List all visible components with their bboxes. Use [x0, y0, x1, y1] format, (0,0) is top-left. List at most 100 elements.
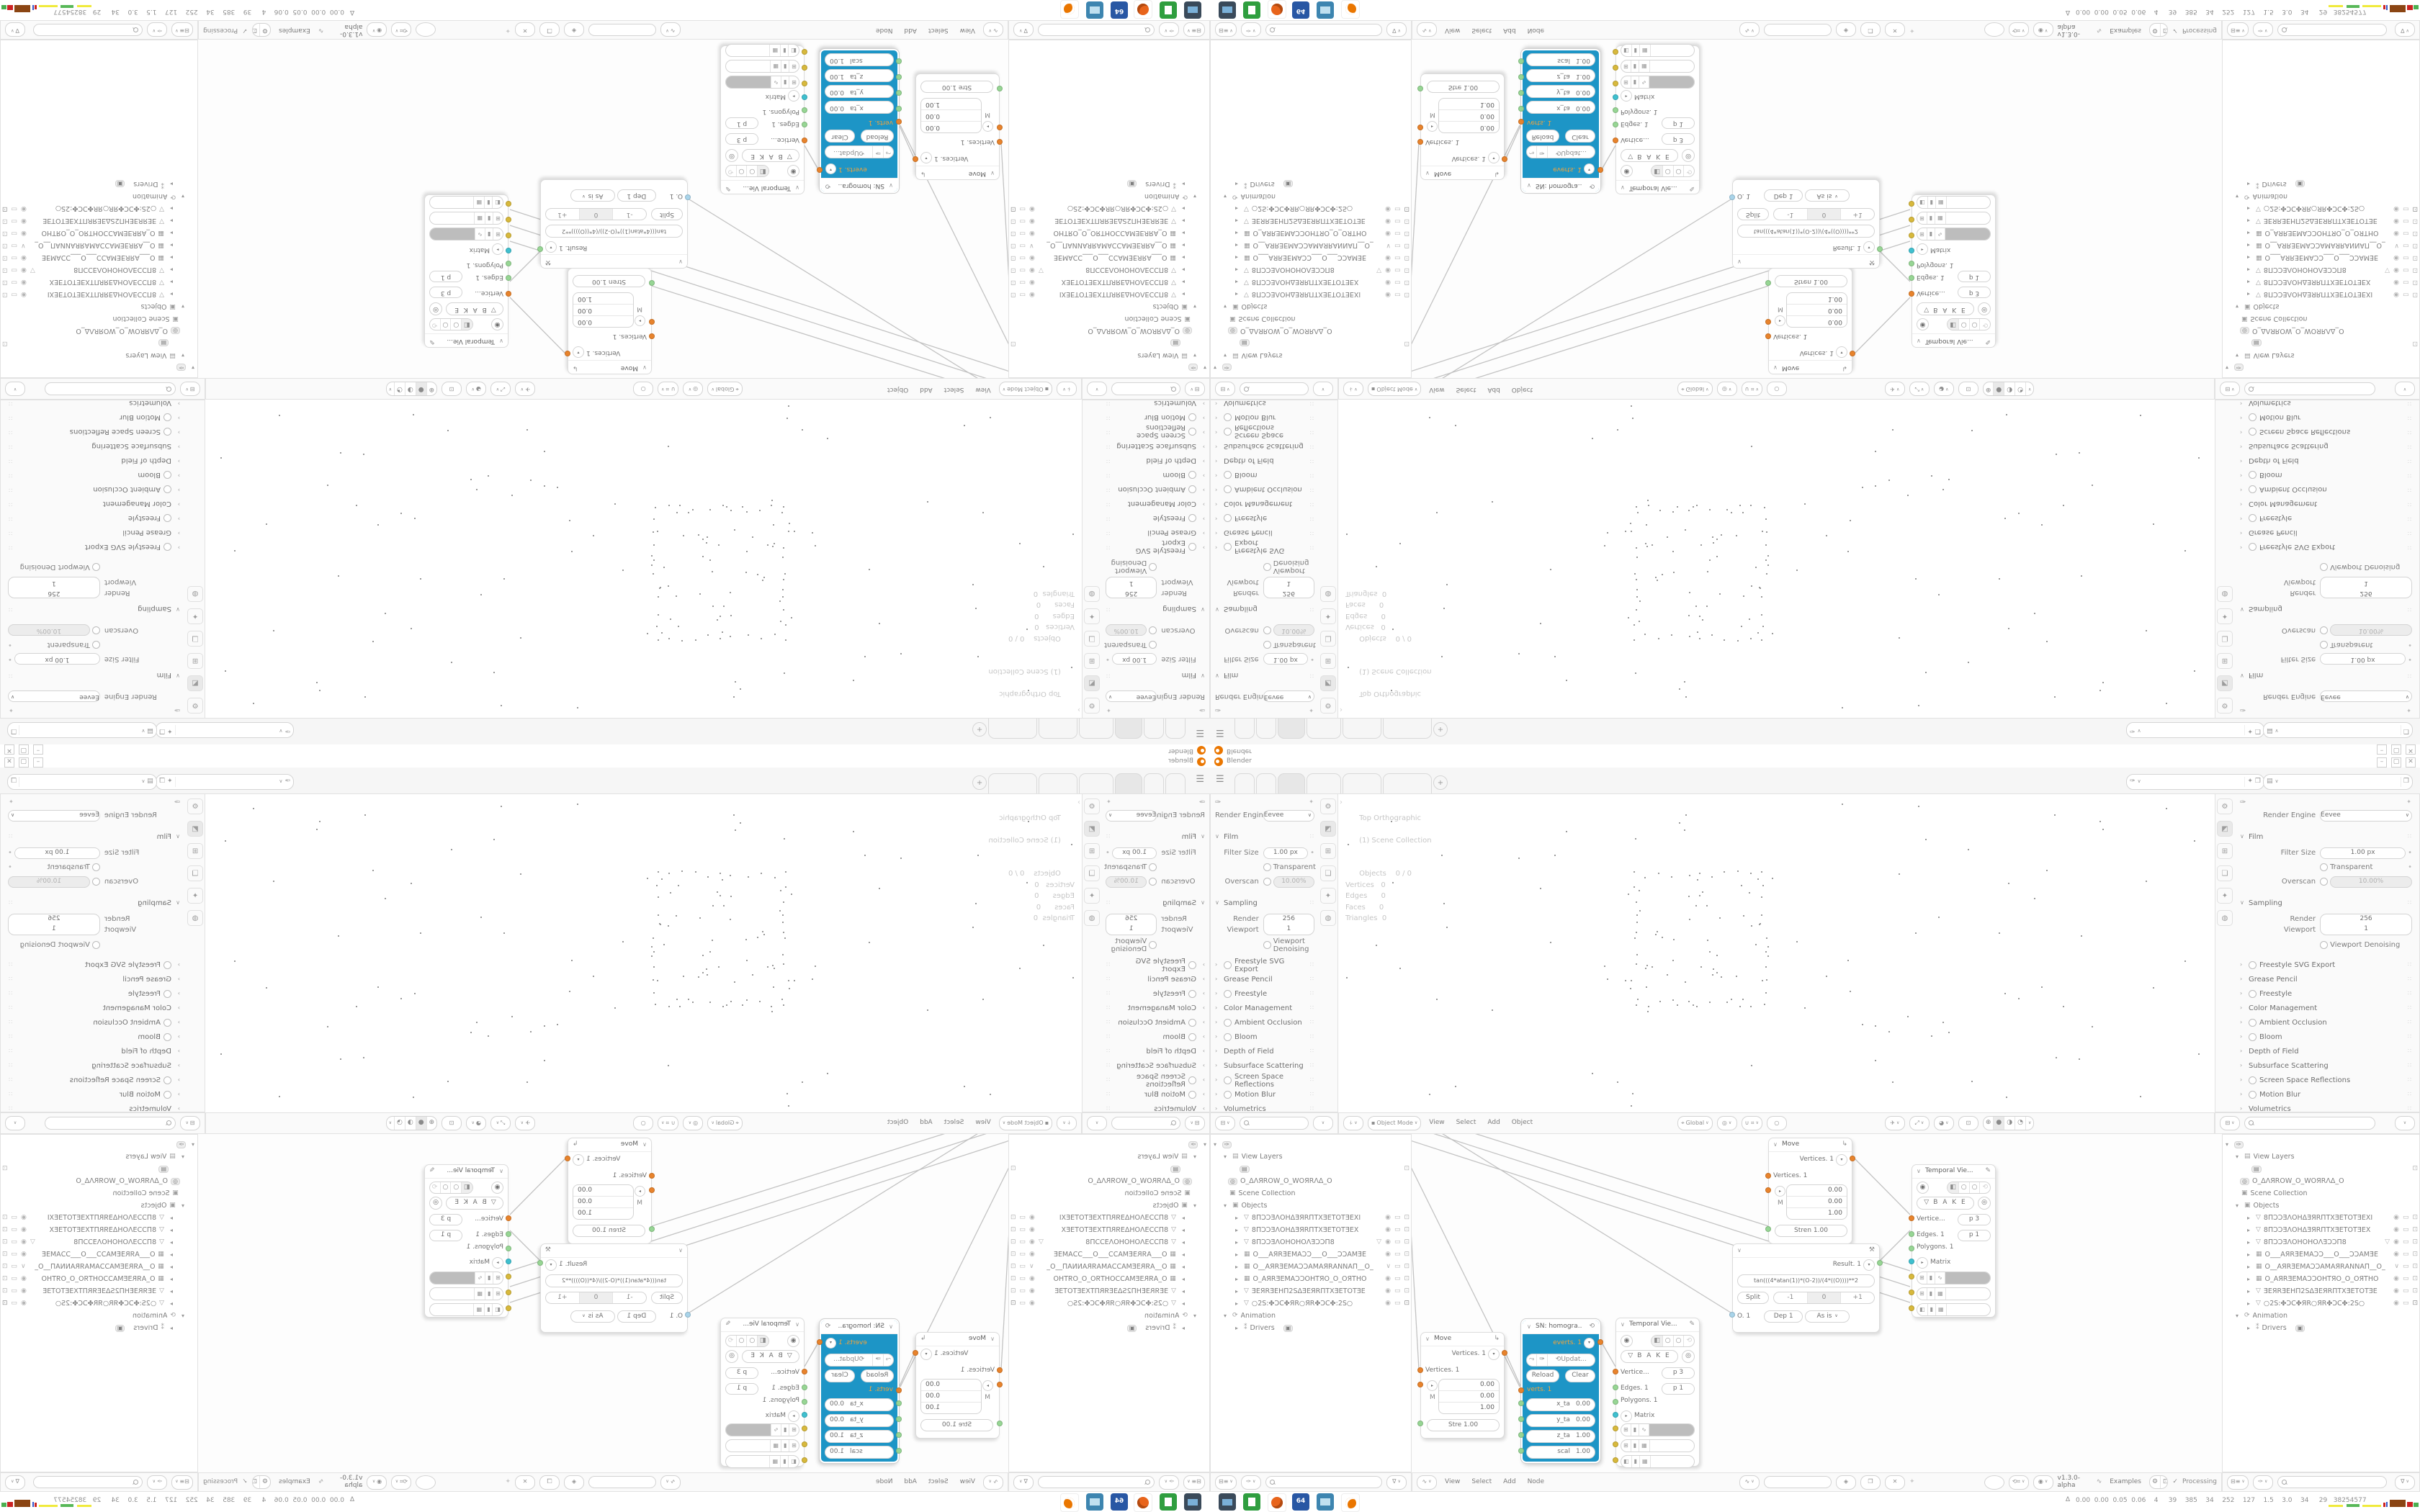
hide-icon[interactable]: ◉ [1385, 1300, 1391, 1308]
collapsed-panel[interactable]: Subsurface Scattering [91, 1062, 171, 1070]
outliner-object[interactable]: Ο___ΑЯRƎΕΜΑƆƆ___Ο___ƆƆΑΜƎΕ [1053, 253, 1168, 261]
socket-in[interactable] [685, 194, 691, 200]
filter-button[interactable]: ∇ ∨ [1013, 22, 1034, 37]
menu-view[interactable]: View [1445, 1477, 1461, 1485]
socket-in[interactable] [1518, 1416, 1524, 1422]
expression-field[interactable]: tan(((4*atan(1))*(O-2))/(4*((O))))**2 [545, 225, 683, 238]
snap-circle[interactable] [1984, 22, 2004, 37]
filter-size-field[interactable]: 1.00 px [14, 653, 100, 665]
bake-slot-field[interactable]: ⊞ ▮ ▦ [429, 1287, 503, 1300]
view-layer-badge[interactable]: ▤ [1170, 338, 1180, 347]
viewport-3d[interactable]: Top Orthographic (1) Scene Collection Ob… [1338, 793, 2215, 1113]
dropdown-button[interactable]: ▾ [1836, 346, 1847, 358]
expression-field[interactable]: tan(((4*atan(1))*(O-2))/(4*((O))))**2 [545, 1274, 683, 1287]
script-buttons[interactable]: ⚙ ⊡ [2148, 23, 2169, 37]
render-samples-field[interactable]: 256 [2320, 913, 2412, 925]
outliner-object[interactable]: Ο___ΑЯRƎΕΜΑƆƆ___Ο___ƆƆΑΜƎΕ [1053, 1251, 1168, 1259]
disable-viewport-icon[interactable]: ▭ [1394, 1287, 1401, 1295]
editor-type-button[interactable]: ⊟ ∨ [2220, 382, 2240, 396]
socket-toggle[interactable]: ▸ [1427, 121, 1438, 132]
disable-render-icon[interactable]: ⊡ [1404, 278, 1410, 286]
editor-type-button[interactable]: ⊟≡ ∨ [2227, 22, 2249, 37]
disable-render-icon[interactable]: ⊡ [1010, 266, 1016, 274]
workspace-tab[interactable] [1343, 773, 1381, 794]
camera-icon[interactable]: ⊡ [1010, 1165, 1016, 1173]
index-segment[interactable]: -1 0 +1 [1773, 1292, 1875, 1304]
hide-icon[interactable]: ∨ [1029, 241, 1034, 249]
disable-render-icon[interactable]: ⊡ [1404, 290, 1410, 298]
viewport-samples-field[interactable]: 1 [2320, 924, 2412, 935]
value-pill[interactable]: p 1 [725, 117, 758, 129]
value-pill[interactable]: p 3 [1958, 287, 1991, 298]
display-toggle-group[interactable]: ◧ ○ ○ ⟲ [429, 1182, 473, 1194]
collapsed-panel[interactable]: Volumetrics [1154, 1105, 1196, 1112]
disable-render-icon[interactable]: ⊡ [2, 1214, 8, 1222]
view-layer-badge[interactable]: ▤ [2251, 1165, 2262, 1174]
socket-in[interactable] [649, 333, 655, 339]
socket-in[interactable] [1417, 125, 1423, 130]
bake-slot-field[interactable]: ⊞ ▮ ∿ [725, 1423, 799, 1436]
hide-icon[interactable]: ◉ [2393, 1251, 2399, 1259]
socket-in[interactable] [506, 1259, 511, 1264]
render-engine-dropdown[interactable]: Eevee ∨ [1263, 809, 1314, 822]
collapsed-panel[interactable]: Subsurface Scattering [2249, 1062, 2329, 1070]
strength-field[interactable]: Stren 1.00 [1775, 1225, 1847, 1237]
disable-render-icon[interactable]: ⊡ [2412, 1300, 2418, 1308]
maximize-button[interactable]: ▢ [19, 744, 29, 755]
disable-render-icon[interactable]: ⊡ [1010, 204, 1016, 212]
index-segment[interactable]: -1 0 +1 [545, 1292, 647, 1304]
eye-button[interactable]: ◉ [491, 1182, 503, 1194]
bake-slot-field[interactable]: ⊞ ▮ ▦ [1917, 212, 1991, 225]
camera-icon[interactable]: ⊡ [2, 339, 8, 347]
copy-icon[interactable]: ❐ [2254, 778, 2261, 786]
outliner-item-animation[interactable]: Animation [133, 1312, 168, 1320]
panel-checkbox[interactable] [2249, 428, 2257, 436]
value-pill[interactable]: p 1 [725, 1383, 758, 1395]
dropdown-button[interactable]: ▾ [1584, 163, 1595, 174]
socket-in[interactable] [896, 1448, 902, 1454]
disable-viewport-icon[interactable]: ▭ [11, 241, 18, 249]
pin-icon[interactable]: ✦ [2406, 798, 2412, 806]
hide-icon[interactable]: ◉ [1385, 1214, 1391, 1222]
socket-in[interactable] [997, 86, 1003, 91]
socket-in[interactable] [506, 248, 511, 253]
hide-icon[interactable]: ◉ [21, 1275, 27, 1283]
filter-size-field[interactable]: 1.00 px [1263, 653, 1309, 665]
pin-icon[interactable]: ✦ [505, 27, 511, 35]
pin-icon[interactable]: ✦ [8, 706, 14, 714]
tab-tool[interactable]: ⚙ [1084, 698, 1100, 714]
socket-in[interactable] [1613, 122, 1618, 127]
collapsed-panel[interactable]: Subsurface Scattering [1116, 1062, 1196, 1070]
collapsed-panel[interactable]: Grease Pencil [2249, 528, 2298, 536]
orientation-dropdown[interactable]: ⌖ Global ∨ [707, 1116, 743, 1130]
filter-button[interactable]: ∇ ∨ [5, 1475, 25, 1490]
disable-viewport-icon[interactable]: ▭ [1019, 1226, 1026, 1234]
value-field[interactable]: x_ta 0.00 [1526, 101, 1595, 114]
render-samples-field[interactable]: 256 [1263, 913, 1314, 925]
socket-in[interactable] [1765, 1187, 1771, 1193]
tab-render[interactable]: ◩ [187, 821, 203, 837]
disable-render-icon[interactable]: ⊡ [2412, 1275, 2418, 1283]
menu-add[interactable]: Add [1487, 1119, 1500, 1127]
hide-icon[interactable]: ◉ [2393, 1300, 2399, 1308]
menu-object[interactable]: Object [1511, 385, 1533, 393]
socket-in[interactable] [802, 138, 807, 143]
unlink-icon[interactable]: ✕ [515, 22, 536, 37]
examples-menu[interactable]: Examples [279, 27, 310, 35]
clear-button[interactable]: Clear [1565, 1369, 1595, 1382]
node-editor[interactable]: ∨ Move ↳ Vertices. 1 ▾ Vertices. 1 0.00 0.0… [198, 40, 1008, 378]
tab-render[interactable]: ◩ [1084, 821, 1100, 837]
tab-world[interactable]: ◍ [2217, 910, 2233, 926]
snap-toggle[interactable]: ∪ ⌗ ∨ [1741, 1116, 1762, 1130]
socket-in[interactable] [1909, 261, 1914, 266]
outliner-item-scene-collection[interactable]: Scene Collection [1124, 315, 1182, 323]
bake-slot-field[interactable]: ⊞ ▮ ∿ [1917, 228, 1991, 240]
options-button[interactable]: ∨ [5, 1116, 25, 1130]
hide-icon[interactable]: ◉ [2393, 278, 2399, 286]
filter-button[interactable]: ∇ ∨ [1386, 22, 1407, 37]
socket-in[interactable] [1613, 1399, 1618, 1405]
outliner-item-scene[interactable]: O_ΔΛЯROW_O_WOЯRΛΔ_O [1088, 1177, 1180, 1185]
eye-button[interactable]: ◉ [787, 165, 799, 177]
collapsed-panel[interactable]: Screen Space Reflections [1234, 1072, 1284, 1089]
collapsed-panel[interactable]: Subsurface Scattering [1224, 1062, 1304, 1070]
